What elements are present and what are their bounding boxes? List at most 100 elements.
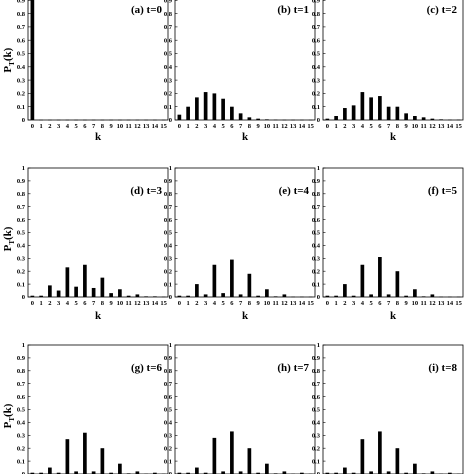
y-tick-label: 0.1: [164, 281, 172, 288]
y-tick-label: 0.6: [312, 217, 321, 224]
bar: [300, 296, 304, 298]
bar: [448, 296, 452, 298]
bar: [282, 294, 287, 297]
bar: [126, 119, 131, 121]
bar: [186, 106, 190, 120]
panel-5: 00.10.20.30.40.50.60.70.80.910 1 2 3 4 5 6 7 8 9 1…: [164, 165, 316, 322]
y-tick-label: 0.4: [17, 64, 26, 71]
x-tick-label: 15: [160, 300, 167, 307]
bar: [153, 119, 157, 121]
x-tick-label: 9: [405, 123, 409, 130]
y-tick-label: 0.3: [312, 77, 321, 84]
y-tick-label: 0.9: [164, 355, 173, 362]
panel-2: 00.10.20.30.40.50.60.70.80.90 1 2 3 4 5 6 7 8 9 10…: [164, 0, 316, 143]
x-tick-label: 2: [343, 300, 346, 307]
bar: [413, 463, 417, 474]
x-tick-label: 12: [134, 300, 141, 307]
x-tick-label: 0: [178, 300, 181, 307]
x-axis-label: k: [242, 310, 249, 322]
x-tick-label: 7: [387, 300, 391, 307]
bar: [39, 472, 43, 474]
bar: [300, 119, 304, 121]
bar: [153, 472, 157, 474]
y-tick-label: 0: [317, 471, 320, 474]
bar: [369, 471, 373, 474]
bar: [74, 286, 78, 297]
bar: [256, 472, 260, 474]
bar: [65, 439, 70, 474]
bar: [439, 296, 443, 298]
y-tick-label: 0.6: [164, 37, 173, 44]
bar: [56, 119, 61, 121]
y-tick-label: 0.4: [17, 420, 26, 427]
bar: [448, 472, 452, 474]
bar: [378, 257, 382, 297]
bar: [221, 98, 225, 120]
bar: [91, 471, 96, 474]
y-tick-label: 0.2: [17, 268, 25, 275]
x-tick-label: 3: [57, 300, 61, 307]
bar: [300, 472, 304, 474]
x-tick-label: 0: [178, 123, 181, 130]
bar: [161, 119, 166, 121]
x-tick-label: 15: [307, 123, 314, 130]
y-tick-label: 0.6: [312, 37, 321, 44]
bar: [308, 119, 313, 121]
x-tick-label: 4: [361, 300, 365, 307]
y-tick-label: 0.5: [312, 51, 321, 58]
bar: [421, 296, 426, 297]
y-tick-label: 0.1: [17, 104, 25, 111]
bar: [404, 295, 408, 297]
x-tick-label: 14: [152, 300, 159, 307]
y-tick-label: 0.3: [312, 256, 321, 263]
bar: [100, 119, 105, 121]
x-tick-label: 15: [455, 123, 462, 130]
y-tick-label: 1: [169, 165, 172, 172]
bar: [230, 431, 234, 474]
y-tick-label: 0.7: [164, 204, 173, 211]
y-tick-label: 0.7: [312, 24, 321, 31]
bar: [212, 437, 217, 474]
bar: [74, 471, 78, 474]
x-tick-label: 7: [92, 300, 96, 307]
bar: [291, 296, 295, 298]
y-tick-label: 1: [169, 342, 172, 349]
x-tick-label: 6: [230, 300, 234, 307]
x-tick-label: 2: [343, 123, 346, 130]
bar: [291, 119, 295, 121]
x-tick-label: 6: [378, 123, 382, 130]
bar: [351, 105, 356, 120]
y-tick-label: 0.2: [17, 91, 25, 98]
bar: [404, 472, 408, 474]
bar: [230, 259, 234, 297]
x-tick-label: 10: [264, 300, 271, 307]
x-tick-label: 4: [66, 123, 70, 130]
x-tick-label: 12: [429, 300, 436, 307]
bar: [135, 471, 140, 474]
y-tick-label: 0.9: [164, 178, 173, 185]
y-tick-label: 0: [317, 294, 320, 301]
bar: [56, 290, 61, 297]
y-tick-label: 0.2: [164, 445, 172, 452]
bar: [126, 295, 131, 297]
y-tick-label: 0.9: [312, 178, 321, 185]
bar: [161, 296, 166, 298]
x-tick-label: 3: [352, 300, 356, 307]
y-tick-label: 0.3: [312, 433, 321, 440]
bar: [203, 294, 208, 297]
y-tick-label: 0: [169, 117, 172, 124]
bar: [39, 295, 43, 297]
bar: [421, 117, 426, 120]
x-tick-label: 8: [248, 123, 252, 130]
panel-4: 00.10.20.30.40.50.60.70.80.910 1 2 3 4 5 6 7 8 9 1…: [2, 165, 169, 322]
bar: [177, 114, 182, 120]
y-tick-label: 0.4: [17, 243, 26, 250]
bar: [48, 467, 52, 474]
bar: [343, 284, 347, 297]
x-tick-label: 4: [66, 300, 70, 307]
y-tick-label: 0.4: [164, 64, 173, 71]
bar: [395, 448, 400, 474]
x-tick-label: 3: [352, 123, 356, 130]
x-tick-label: 4: [213, 123, 217, 130]
panel-9: 0 0.1 0.2 0.3 0.4 0.5 0.6 0.7 0.8 0.9 1 (i) t=8: [312, 342, 464, 474]
